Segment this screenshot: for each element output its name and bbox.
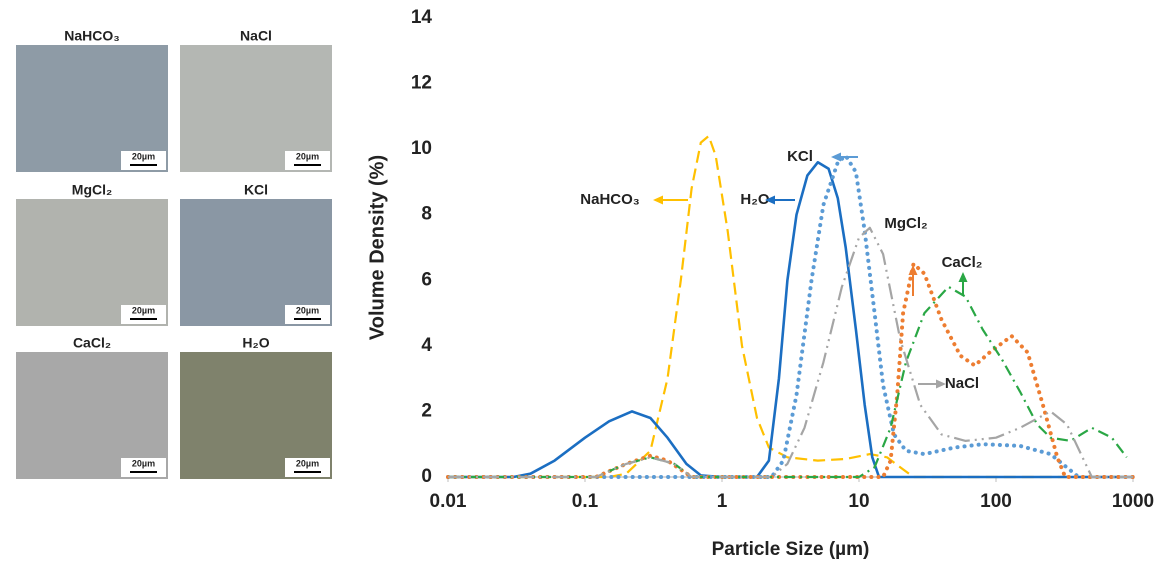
micrograph: [180, 199, 332, 326]
series-label: NaHCO₃: [580, 191, 640, 208]
y-tick-label: 0: [421, 466, 432, 487]
micrograph: [16, 352, 168, 479]
panel-label: NaCl: [240, 28, 272, 44]
panel-label: NaHCO₃: [64, 28, 119, 44]
panel-label: MgCl₂: [72, 182, 112, 198]
x-tick-label: 1: [717, 491, 728, 512]
y-tick-label: 10: [411, 138, 432, 159]
panel-label: CaCl₂: [73, 335, 111, 351]
series-line: [446, 261, 1135, 479]
y-tick-label: 12: [411, 73, 432, 94]
panel-label: KCl: [244, 182, 268, 198]
y-tick-label: 8: [421, 204, 432, 225]
y-tick-label: 2: [421, 400, 432, 421]
x-tick-label: 0.01: [430, 491, 467, 512]
micrograph: [180, 352, 332, 479]
series-line: [448, 161, 1133, 479]
series-label: CaCl₂: [942, 254, 983, 271]
series-line: [446, 153, 1135, 479]
x-tick-label: 1000: [1112, 491, 1154, 512]
series-line: [448, 226, 1133, 479]
scale-bar-label: 20µm: [132, 458, 155, 468]
x-tick-label: 10: [848, 491, 869, 512]
y-tick-label: 14: [411, 7, 433, 28]
series-label: H₂O: [740, 191, 769, 208]
scale-bar-label: 20µm: [296, 151, 319, 161]
x-axis-title: Particle Size (µm): [712, 539, 870, 560]
arrow-head: [958, 272, 968, 282]
y-axis-title: Volume Density (%): [366, 155, 388, 340]
scale-bar-label: 20µm: [132, 151, 155, 161]
series-line: [448, 134, 1133, 479]
micrograph: [16, 199, 168, 326]
arrow-head: [653, 195, 663, 205]
series-line: [448, 285, 1128, 479]
panel-label: H₂O: [242, 335, 269, 351]
arrow-head: [908, 265, 918, 275]
micrograph: [16, 45, 168, 172]
scale-bar-label: 20µm: [132, 305, 155, 315]
x-tick-label: 0.1: [572, 491, 599, 512]
series-label: NaCl: [945, 375, 979, 392]
arrow-head: [831, 152, 841, 162]
series-label: MgCl₂: [884, 215, 927, 232]
scale-bar-label: 20µm: [296, 305, 319, 315]
y-tick-label: 4: [421, 335, 432, 356]
series-label: KCl: [787, 148, 813, 165]
x-tick-label: 100: [980, 491, 1012, 512]
micrograph: [180, 45, 332, 172]
arrow-head: [765, 195, 775, 205]
scale-bar-label: 20µm: [296, 458, 319, 468]
arrow-head: [936, 379, 946, 389]
y-tick-label: 6: [421, 269, 432, 290]
